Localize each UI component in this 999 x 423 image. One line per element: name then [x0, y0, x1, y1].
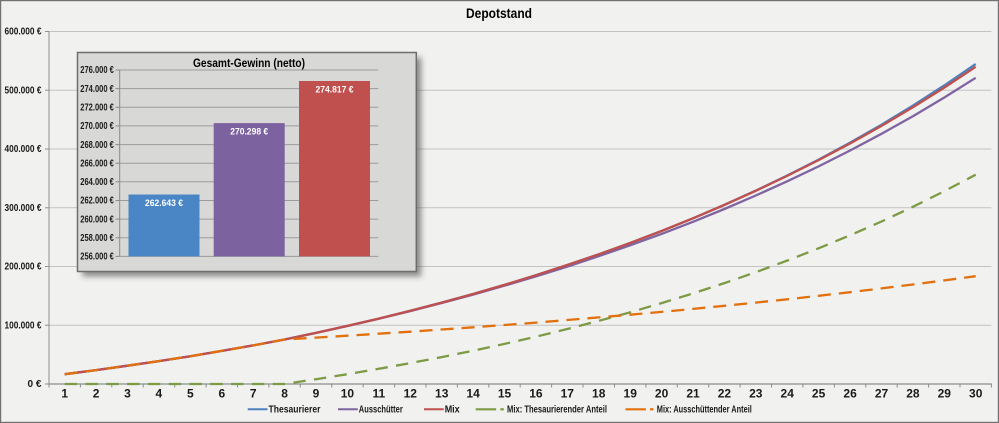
svg-text:6: 6 [218, 387, 225, 401]
svg-text:100.000 €: 100.000 € [5, 320, 42, 331]
svg-text:264.000 €: 264.000 € [80, 177, 114, 188]
svg-text:20: 20 [655, 387, 669, 401]
svg-text:18: 18 [592, 387, 606, 401]
svg-text:Ausschütter: Ausschütter [359, 404, 403, 416]
svg-text:30: 30 [969, 387, 983, 401]
svg-text:Mix: Thesaurierender Anteil: Mix: Thesaurierender Anteil [507, 404, 607, 416]
svg-text:266.000 €: 266.000 € [80, 158, 114, 169]
svg-text:270.000 €: 270.000 € [80, 121, 114, 132]
svg-text:200.000 €: 200.000 € [5, 262, 42, 273]
svg-text:10: 10 [341, 387, 355, 401]
svg-text:Thesaurierer: Thesaurierer [269, 404, 321, 416]
svg-text:13: 13 [435, 387, 449, 401]
svg-text:400.000 €: 400.000 € [5, 144, 42, 155]
svg-text:27: 27 [875, 387, 889, 401]
svg-text:12: 12 [404, 387, 418, 401]
svg-text:Gesamt-Gewinn (netto): Gesamt-Gewinn (netto) [193, 56, 305, 70]
svg-text:4: 4 [156, 387, 163, 401]
svg-text:17: 17 [561, 387, 575, 401]
svg-text:274.000 €: 274.000 € [80, 84, 114, 95]
svg-text:3: 3 [124, 387, 131, 401]
svg-text:274.817 €: 274.817 € [316, 84, 355, 95]
svg-text:256.000 €: 256.000 € [80, 252, 114, 263]
svg-text:9: 9 [313, 387, 320, 401]
svg-text:19: 19 [624, 387, 638, 401]
svg-text:Mix: Ausschüttender Anteil: Mix: Ausschüttender Anteil [657, 404, 752, 416]
svg-text:11: 11 [372, 387, 385, 401]
svg-text:262.643 €: 262.643 € [145, 198, 184, 209]
svg-text:1: 1 [61, 387, 68, 401]
svg-text:2: 2 [93, 387, 100, 401]
svg-text:300.000 €: 300.000 € [5, 203, 42, 214]
svg-text:500.000 €: 500.000 € [5, 86, 42, 97]
svg-text:15: 15 [498, 387, 512, 401]
svg-text:26: 26 [843, 387, 857, 401]
svg-text:14: 14 [466, 387, 480, 401]
svg-text:268.000 €: 268.000 € [80, 140, 114, 151]
svg-text:600.000 €: 600.000 € [5, 27, 42, 38]
svg-text:23: 23 [749, 387, 763, 401]
svg-text:16: 16 [529, 387, 543, 401]
svg-text:276.000 €: 276.000 € [80, 65, 114, 76]
svg-text:29: 29 [938, 387, 952, 401]
svg-text:270.298 €: 270.298 € [230, 127, 269, 138]
svg-text:258.000 €: 258.000 € [80, 233, 114, 244]
svg-text:Mix: Mix [445, 404, 460, 416]
svg-text:260.000 €: 260.000 € [80, 214, 114, 225]
svg-text:Depotstand: Depotstand [466, 5, 532, 21]
svg-text:28: 28 [906, 387, 920, 401]
svg-text:262.000 €: 262.000 € [80, 196, 114, 207]
svg-text:5: 5 [187, 387, 194, 401]
svg-text:25: 25 [812, 387, 826, 401]
svg-text:22: 22 [718, 387, 732, 401]
svg-text:7: 7 [250, 387, 257, 401]
svg-text:0 €: 0 € [28, 379, 42, 390]
svg-text:272.000 €: 272.000 € [80, 103, 114, 114]
svg-text:24: 24 [781, 387, 795, 401]
svg-text:8: 8 [281, 387, 288, 401]
svg-text:21: 21 [686, 387, 700, 401]
